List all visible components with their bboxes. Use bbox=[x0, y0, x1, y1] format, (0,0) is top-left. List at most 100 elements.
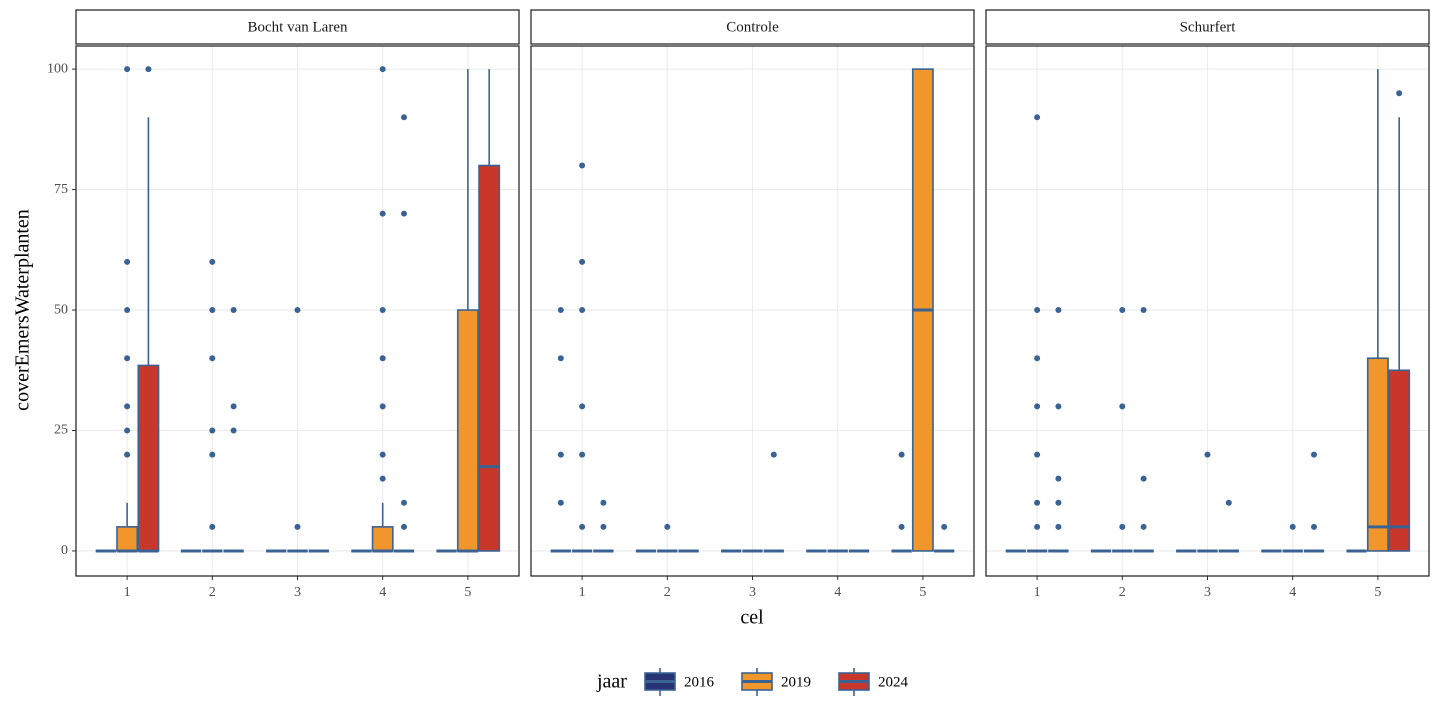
x-tick-label: 2 bbox=[1119, 585, 1126, 600]
outlier bbox=[770, 451, 777, 458]
outlier bbox=[1055, 475, 1062, 482]
outlier bbox=[1055, 523, 1062, 530]
outlier bbox=[579, 162, 586, 169]
outlier bbox=[124, 427, 131, 434]
y-tick-label: 100 bbox=[47, 61, 68, 76]
outlier bbox=[124, 258, 131, 265]
outlier bbox=[1119, 307, 1126, 314]
outlier bbox=[1034, 307, 1041, 314]
x-tick-label: 1 bbox=[124, 585, 131, 600]
y-tick-label: 25 bbox=[54, 423, 68, 438]
outlier bbox=[1034, 355, 1041, 362]
box bbox=[456, 309, 479, 552]
legend-label: 2024 bbox=[878, 674, 909, 690]
box bbox=[371, 526, 394, 552]
outlier bbox=[1055, 403, 1062, 410]
outlier bbox=[124, 66, 131, 73]
outlier bbox=[664, 523, 671, 530]
y-tick-label: 75 bbox=[54, 182, 68, 197]
box bbox=[137, 364, 160, 552]
box bbox=[1388, 369, 1411, 552]
outlier bbox=[1119, 403, 1126, 410]
y-axis-title: coverEmersWaterplanten bbox=[12, 209, 34, 411]
outlier bbox=[579, 523, 586, 530]
outlier bbox=[1034, 499, 1041, 506]
outlier bbox=[209, 355, 216, 362]
outlier bbox=[579, 451, 586, 458]
outlier bbox=[1310, 523, 1317, 530]
outlier bbox=[600, 523, 607, 530]
outlier bbox=[1055, 307, 1062, 314]
outlier bbox=[124, 403, 131, 410]
legend-label: 2019 bbox=[781, 674, 811, 690]
outlier bbox=[379, 451, 386, 458]
outlier bbox=[1204, 451, 1211, 458]
outlier bbox=[209, 427, 216, 434]
outlier bbox=[1140, 475, 1147, 482]
outlier bbox=[294, 307, 301, 314]
x-tick-label: 3 bbox=[1204, 585, 1211, 600]
x-tick-label: 4 bbox=[834, 585, 841, 600]
x-tick-label: 2 bbox=[209, 585, 216, 600]
x-tick-label: 4 bbox=[1289, 585, 1296, 600]
outlier bbox=[557, 499, 564, 506]
outlier bbox=[579, 258, 586, 265]
strip bbox=[530, 9, 975, 45]
box bbox=[1366, 357, 1389, 552]
outlier bbox=[379, 355, 386, 362]
outlier bbox=[1140, 307, 1147, 314]
outlier bbox=[1289, 523, 1296, 530]
panel-border bbox=[530, 45, 975, 577]
outlier bbox=[124, 451, 131, 458]
outlier bbox=[209, 451, 216, 458]
outlier bbox=[124, 355, 131, 362]
outlier bbox=[379, 403, 386, 410]
outlier bbox=[400, 523, 407, 530]
outlier bbox=[1396, 90, 1403, 97]
x-tick-label: 5 bbox=[464, 585, 471, 600]
box bbox=[116, 526, 139, 552]
outlier bbox=[230, 403, 237, 410]
panel-border bbox=[75, 45, 520, 577]
outlier bbox=[557, 307, 564, 314]
outlier bbox=[379, 307, 386, 314]
outlier bbox=[379, 475, 386, 482]
strip bbox=[985, 9, 1430, 45]
outlier bbox=[230, 427, 237, 434]
outlier bbox=[1034, 523, 1041, 530]
strip bbox=[75, 9, 520, 45]
outlier bbox=[379, 210, 386, 217]
outlier bbox=[557, 451, 564, 458]
outlier bbox=[557, 355, 564, 362]
outlier bbox=[1225, 499, 1232, 506]
outlier bbox=[1140, 523, 1147, 530]
outlier bbox=[1034, 403, 1041, 410]
x-axis-title: cel bbox=[740, 607, 764, 629]
legend-label: 2016 bbox=[684, 674, 715, 690]
outlier bbox=[1055, 499, 1062, 506]
outlier bbox=[898, 451, 905, 458]
facet-title: Bocht van Laren bbox=[248, 19, 348, 35]
outlier bbox=[400, 210, 407, 217]
legend-title: jaar bbox=[596, 671, 627, 693]
outlier bbox=[400, 499, 407, 506]
outlier bbox=[124, 307, 131, 314]
x-tick-label: 3 bbox=[749, 585, 756, 600]
facet-title: Controle bbox=[726, 19, 779, 35]
outlier bbox=[209, 258, 216, 265]
outlier bbox=[230, 307, 237, 314]
outlier bbox=[1119, 523, 1126, 530]
outlier bbox=[600, 499, 607, 506]
x-tick-label: 5 bbox=[1374, 585, 1381, 600]
outlier bbox=[1034, 451, 1041, 458]
facet-title: Schurfert bbox=[1180, 19, 1237, 35]
outlier bbox=[1034, 114, 1041, 121]
outlier bbox=[579, 307, 586, 314]
outlier bbox=[294, 523, 301, 530]
outlier bbox=[209, 307, 216, 314]
outlier bbox=[898, 523, 905, 530]
y-tick-label: 50 bbox=[54, 302, 68, 317]
x-tick-label: 5 bbox=[919, 585, 926, 600]
